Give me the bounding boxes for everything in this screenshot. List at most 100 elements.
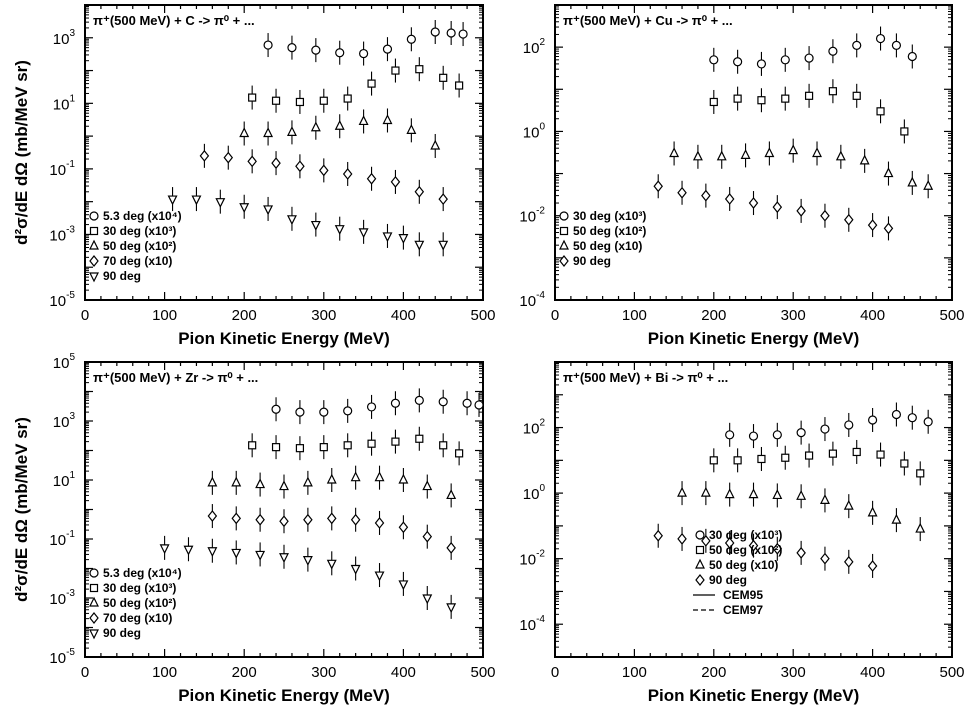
data-point [311, 45, 321, 55]
data-point [716, 150, 727, 161]
data-point [876, 107, 885, 116]
data-point [653, 529, 663, 542]
x-axis-title: Pion Kinetic Energy (MeV) [178, 686, 390, 705]
data-point [748, 197, 759, 209]
y-tick-exponent: 3 [69, 411, 75, 422]
data-point [748, 488, 759, 499]
y-tick-mantissa: 10 [523, 421, 540, 438]
y-tick-label: 10-4 [519, 290, 545, 310]
data-point [391, 66, 400, 75]
y-tick-mantissa: 10 [519, 617, 536, 634]
data-point [414, 395, 424, 405]
data-point [271, 443, 281, 452]
data-point [867, 559, 878, 572]
data-point [844, 555, 854, 568]
x-tick-label: 500 [470, 307, 495, 324]
data-point [923, 417, 933, 427]
x-tick-label: 200 [232, 307, 257, 324]
y-tick-mantissa: 10 [49, 293, 66, 310]
x-tick-label: 200 [232, 664, 257, 681]
x-axis-title: Pion Kinetic Energy (MeV) [178, 329, 390, 348]
data-point [398, 234, 409, 244]
data-point [414, 185, 425, 198]
data-point [455, 449, 464, 458]
data-point [669, 147, 680, 158]
data-point [231, 476, 242, 487]
data-point [828, 449, 838, 458]
data-point [326, 512, 337, 525]
data-point [199, 149, 210, 162]
y-tick-exponent: 1 [69, 470, 75, 481]
legend-marker [559, 211, 569, 221]
data-point [891, 40, 902, 50]
data-point [415, 65, 424, 74]
data-point [398, 580, 409, 591]
data-point [733, 57, 743, 67]
data-point [398, 473, 409, 484]
data-point [796, 489, 807, 500]
data-point [398, 521, 409, 534]
x-tick-label: 500 [939, 664, 964, 681]
legend-label: 90 deg [573, 254, 611, 268]
data-point [757, 96, 766, 105]
data-point [781, 453, 790, 462]
data-point [772, 201, 783, 214]
y-tick-label: 100 [523, 121, 546, 141]
y-tick-mantissa: 10 [49, 591, 66, 608]
data-point [709, 456, 718, 465]
data-point [366, 402, 377, 412]
legend-marker [559, 239, 569, 250]
data-point [835, 150, 846, 161]
data-point [430, 27, 440, 37]
data-point [334, 119, 345, 130]
data-point [303, 513, 313, 526]
legend-marker [559, 226, 569, 236]
data-point [867, 506, 878, 517]
data-point [366, 172, 377, 185]
y-tick-label: 10-4 [519, 614, 545, 634]
data-point [915, 522, 926, 533]
data-point [247, 155, 257, 168]
panel-zr: 0 100 200 300 400 50010-510-310-1101103105Pio… [12, 352, 496, 705]
x-tick-label: 400 [860, 307, 885, 324]
data-point [844, 420, 854, 430]
data-point [207, 476, 218, 487]
y-tick-exponent: -3 [66, 224, 75, 235]
legend-marker [89, 568, 99, 578]
data-point [350, 564, 361, 575]
data-point [295, 444, 305, 453]
data-point [780, 55, 790, 65]
data-point [796, 428, 806, 438]
legend-marker [89, 596, 99, 607]
data-point [757, 454, 766, 464]
data-point [167, 195, 178, 206]
legend-label: CEM95 [723, 588, 763, 602]
data-point [875, 33, 886, 44]
y-tick-mantissa: 10 [519, 552, 536, 569]
data-point [844, 213, 854, 226]
data-point [286, 215, 297, 226]
y-tick-exponent: 1 [69, 93, 75, 104]
data-point [900, 127, 909, 136]
data-point [279, 553, 289, 564]
data-point [446, 603, 457, 614]
data-point [867, 415, 878, 425]
y-tick-exponent: -4 [536, 290, 545, 301]
data-point [438, 193, 448, 206]
data-point [310, 121, 321, 132]
data-point [653, 180, 663, 193]
data-point [733, 456, 742, 465]
data-point [343, 441, 352, 450]
x-axis-title: Pion Kinetic Energy (MeV) [648, 329, 860, 348]
data-point [302, 556, 313, 566]
data-point [677, 532, 687, 545]
data-point [772, 430, 782, 440]
y-tick-exponent: -2 [536, 206, 545, 217]
x-tick-label: 500 [939, 307, 964, 324]
legend: 30 deg (x10³)50 deg (x10²)50 deg (x10)90… [693, 528, 782, 617]
data-point [852, 40, 862, 50]
panel-title: π⁺(500 MeV) + Bi -> π⁰ + ... [563, 370, 728, 385]
panel-title: π⁺(500 MeV) + Zr -> π⁰ + ... [93, 370, 258, 385]
legend-marker [89, 583, 99, 593]
data-point [677, 486, 688, 497]
